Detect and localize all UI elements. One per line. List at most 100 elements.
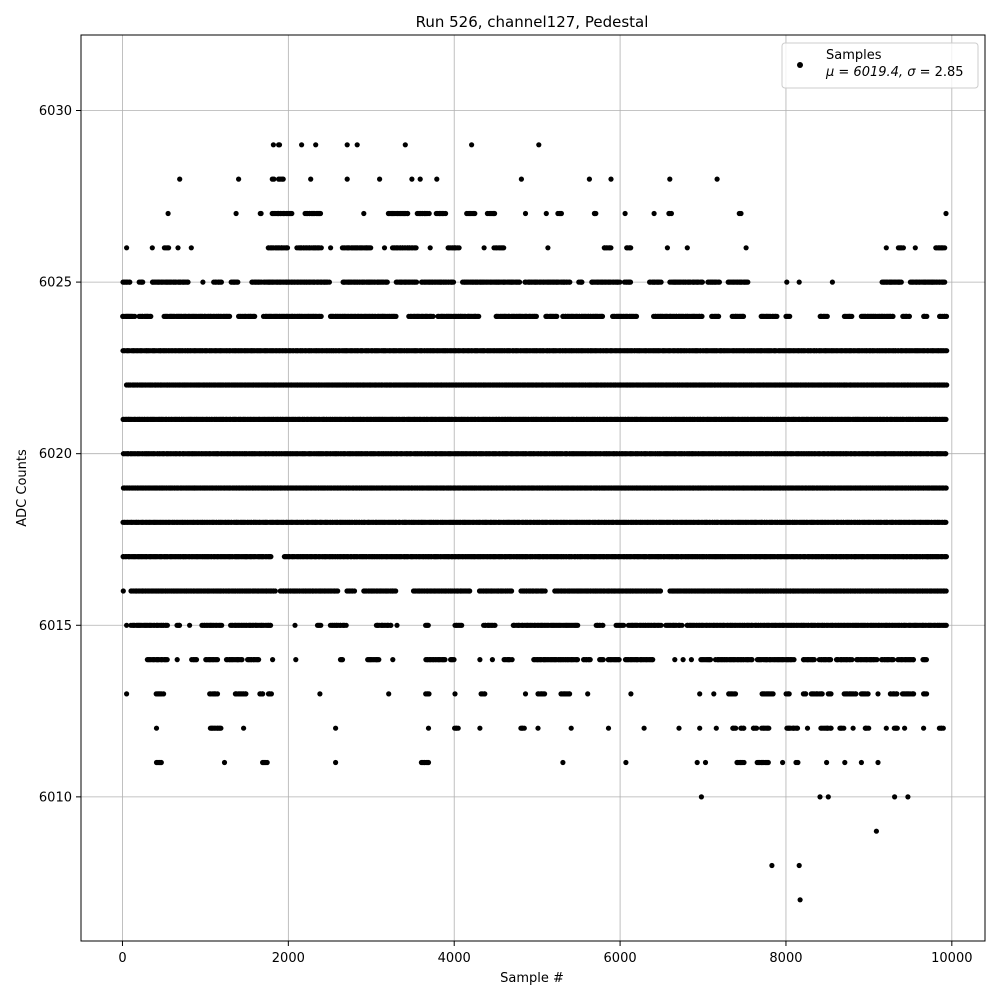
- data-point: [738, 210, 744, 217]
- data-point: [699, 313, 705, 319]
- data-point: [628, 245, 634, 251]
- data-point: [714, 176, 720, 182]
- data-point: [344, 142, 350, 148]
- data-point: [586, 176, 593, 182]
- data-point: [849, 313, 855, 319]
- data-point: [414, 279, 420, 285]
- data-point: [284, 245, 291, 251]
- data-point: [149, 245, 155, 251]
- data-point: [745, 279, 751, 285]
- data-point: [898, 279, 904, 285]
- data-point: [218, 279, 224, 285]
- data-point: [450, 279, 457, 285]
- data-point: [554, 313, 560, 319]
- data-point: [271, 176, 277, 182]
- data-point: [405, 210, 411, 217]
- data-point: [443, 210, 449, 217]
- data-point: [409, 176, 415, 182]
- data-point: [252, 313, 258, 319]
- data-point: [579, 279, 585, 285]
- data-point: [533, 313, 540, 319]
- data-point: [318, 313, 324, 319]
- data-point: [393, 313, 399, 319]
- data-point: [890, 313, 896, 319]
- data-point: [944, 348, 950, 354]
- data-point: [481, 245, 487, 251]
- data-point: [127, 279, 133, 285]
- data-point: [427, 245, 433, 251]
- data-point: [381, 245, 388, 251]
- data-point: [900, 245, 907, 251]
- data-point: [883, 245, 889, 251]
- data-point: [417, 176, 423, 182]
- data-point: [344, 176, 350, 182]
- data-point: [413, 245, 419, 251]
- data-point: [943, 451, 949, 457]
- data-point: [664, 245, 671, 251]
- data-point: [165, 210, 171, 217]
- data-point: [593, 210, 599, 217]
- data-point: [667, 176, 673, 182]
- data-point: [476, 313, 482, 319]
- data-point: [599, 313, 606, 319]
- data-point: [328, 245, 334, 251]
- data-point: [354, 142, 360, 148]
- data-point: [472, 210, 478, 217]
- data-point: [299, 142, 305, 148]
- data-point: [227, 313, 233, 319]
- data-point: [740, 313, 747, 319]
- data-point: [684, 245, 690, 251]
- data-point: [200, 279, 206, 285]
- data-point: [699, 279, 706, 285]
- data-point: [434, 176, 440, 182]
- data-point: [236, 176, 242, 182]
- data-point: [469, 142, 475, 148]
- data-point: [829, 279, 836, 285]
- data-point: [276, 142, 283, 148]
- data-point: [668, 210, 675, 217]
- data-point: [622, 210, 628, 217]
- data-point: [270, 142, 276, 148]
- data-point: [166, 245, 172, 251]
- data-point: [796, 279, 802, 285]
- data-point: [942, 279, 948, 285]
- data-point: [280, 176, 286, 182]
- data-point: [651, 210, 657, 217]
- data-point: [185, 279, 191, 285]
- data-point: [517, 279, 523, 285]
- data-point: [906, 313, 913, 319]
- data-point: [430, 313, 436, 319]
- data-point: [326, 279, 332, 285]
- data-point: [944, 382, 950, 388]
- data-point: [536, 142, 542, 148]
- data-point: [317, 210, 324, 217]
- data-point: [608, 245, 614, 251]
- data-point: [492, 210, 498, 217]
- data-point: [177, 176, 183, 182]
- data-point: [567, 279, 573, 285]
- data-point: [402, 142, 408, 148]
- data-point: [308, 176, 314, 182]
- data-point: [132, 313, 138, 319]
- data-point: [318, 245, 324, 251]
- data-point: [377, 176, 383, 182]
- data-point: [716, 279, 723, 285]
- data-point: [608, 176, 614, 182]
- data-point: [943, 485, 949, 491]
- data-point: [633, 313, 640, 319]
- data-point: [787, 313, 793, 319]
- data-point: [924, 313, 930, 319]
- data-point: [148, 313, 154, 319]
- data-point: [140, 279, 146, 285]
- data-point: [617, 279, 623, 285]
- data-point: [543, 210, 549, 217]
- chart-title: Run 526, channel127, Pedestal: [416, 13, 649, 31]
- data-point: [235, 279, 241, 285]
- data-point: [289, 210, 295, 217]
- data-point: [627, 279, 634, 285]
- data-point: [313, 142, 319, 148]
- data-point: [258, 210, 264, 217]
- data-point: [368, 245, 374, 251]
